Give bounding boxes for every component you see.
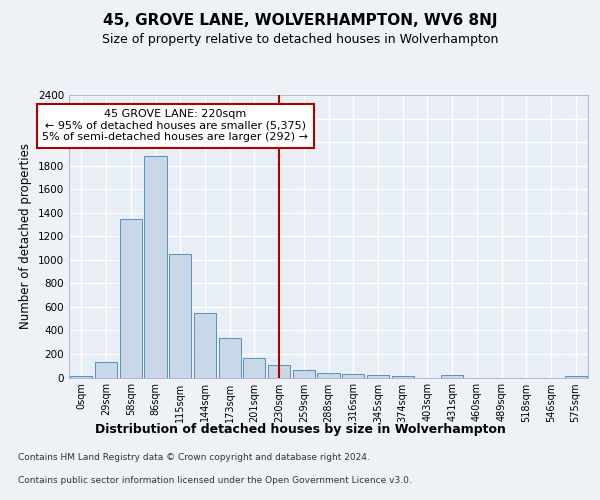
Bar bbox=[367, 374, 389, 378]
Text: 45 GROVE LANE: 220sqm
← 95% of detached houses are smaller (5,375)
5% of semi-de: 45 GROVE LANE: 220sqm ← 95% of detached … bbox=[42, 109, 308, 142]
Bar bbox=[441, 375, 463, 378]
Text: Contains public sector information licensed under the Open Government Licence v3: Contains public sector information licen… bbox=[18, 476, 412, 485]
Bar bbox=[565, 376, 587, 378]
Bar bbox=[145, 156, 167, 378]
Bar bbox=[268, 364, 290, 378]
Bar bbox=[218, 338, 241, 378]
Bar bbox=[169, 254, 191, 378]
Text: Contains HM Land Registry data © Crown copyright and database right 2024.: Contains HM Land Registry data © Crown c… bbox=[18, 454, 370, 462]
Bar bbox=[392, 376, 414, 378]
Y-axis label: Number of detached properties: Number of detached properties bbox=[19, 143, 32, 329]
Bar bbox=[70, 376, 92, 378]
Bar bbox=[317, 373, 340, 378]
Bar bbox=[194, 313, 216, 378]
Bar bbox=[342, 374, 364, 378]
Bar bbox=[119, 218, 142, 378]
Bar bbox=[293, 370, 315, 378]
Text: Distribution of detached houses by size in Wolverhampton: Distribution of detached houses by size … bbox=[95, 422, 505, 436]
Bar bbox=[243, 358, 265, 378]
Text: Size of property relative to detached houses in Wolverhampton: Size of property relative to detached ho… bbox=[102, 32, 498, 46]
Bar bbox=[95, 362, 117, 378]
Text: 45, GROVE LANE, WOLVERHAMPTON, WV6 8NJ: 45, GROVE LANE, WOLVERHAMPTON, WV6 8NJ bbox=[103, 12, 497, 28]
